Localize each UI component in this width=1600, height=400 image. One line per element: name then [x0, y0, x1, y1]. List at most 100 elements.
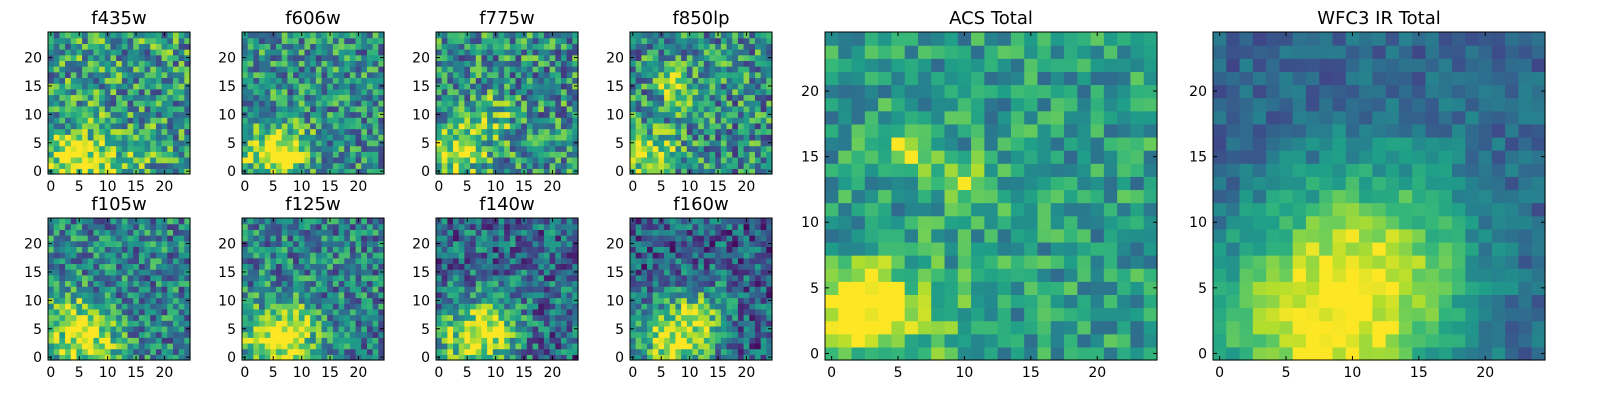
heatmap-cell [366, 223, 374, 230]
heatmap-cell [110, 325, 117, 333]
heatmap-cell [315, 128, 323, 135]
heatmap-cell [327, 60, 334, 67]
heatmap-cell [161, 240, 168, 247]
heatmap-cell [498, 246, 505, 253]
heatmap-cell [464, 348, 471, 355]
heatmap-cell [349, 325, 357, 333]
heatmap-cell [87, 83, 95, 90]
heatmap-cell [543, 162, 551, 169]
heatmap-cell [492, 66, 500, 73]
heatmap-cell [515, 274, 522, 282]
heatmap-cell [664, 314, 671, 321]
heatmap-cell [247, 83, 254, 90]
heatmap-cell [321, 145, 328, 152]
heatmap-cell [287, 54, 294, 61]
heatmap-cell [276, 128, 283, 135]
heatmap-cell [560, 122, 568, 130]
heatmap-cell [487, 331, 494, 338]
heatmap-cell [247, 303, 254, 310]
heatmap-cell [504, 66, 511, 73]
heatmap-cell [720, 77, 728, 84]
heatmap-cell [264, 43, 271, 50]
heatmap-cell [167, 246, 174, 253]
heatmap-cell [515, 111, 522, 118]
heatmap-cell [253, 263, 260, 270]
heatmap-cell [172, 66, 180, 73]
heatmap-cell [327, 342, 334, 350]
heatmap-cell [487, 280, 494, 287]
heatmap-cell [441, 54, 448, 61]
heatmap-cell [144, 342, 151, 350]
heatmap-cell [178, 337, 185, 344]
heatmap-cell [281, 105, 289, 113]
heatmap-cell [121, 37, 129, 44]
heatmap-cell [178, 297, 185, 304]
heatmap-cell [726, 337, 733, 344]
heatmap-cell [361, 303, 368, 310]
heatmap-cell [566, 128, 573, 135]
heatmap-cell [65, 348, 72, 355]
heatmap-cell [652, 49, 659, 56]
heatmap-cell [749, 314, 756, 321]
heatmap-cell [87, 246, 95, 253]
heatmap-cell [647, 66, 654, 73]
heatmap-cell [259, 297, 266, 304]
heatmap-cell [93, 156, 100, 164]
heatmap-cell [555, 105, 562, 113]
heatmap-cell [287, 128, 294, 135]
heatmap-cell [732, 43, 739, 50]
heatmap-cell [65, 139, 72, 147]
heatmap-cell [281, 320, 289, 327]
heatmap-cell [304, 54, 311, 61]
heatmap-cell [184, 151, 191, 158]
heatmap-cell [99, 320, 106, 327]
heatmap-cell [59, 314, 66, 321]
heatmap-cell [698, 94, 705, 101]
heatmap-cell [664, 280, 671, 287]
heatmap-cell [441, 43, 448, 50]
heatmap-cell [766, 331, 773, 338]
heatmap-cell [652, 66, 659, 73]
heatmap-cell [526, 252, 534, 259]
heatmap-cell [287, 77, 294, 84]
heatmap-cell [475, 314, 483, 321]
heatmap-cell [504, 94, 511, 101]
heatmap-cell [504, 337, 511, 344]
heatmap-cell [647, 43, 654, 50]
heatmap-cell [304, 122, 311, 130]
heatmap-cell [48, 71, 55, 79]
heatmap-cell [247, 342, 254, 350]
heatmap-cell [344, 71, 351, 79]
heatmap-cell [572, 229, 579, 236]
heatmap-cell [178, 32, 185, 39]
heatmap-cell [53, 286, 60, 293]
heatmap-cell [703, 303, 711, 310]
heatmap-cell [104, 337, 112, 344]
heatmap-cell [436, 348, 443, 355]
heatmap-cell [99, 337, 106, 344]
heatmap-cell [566, 246, 573, 253]
heatmap-cell [526, 297, 534, 304]
heatmap-cell [726, 348, 733, 355]
heatmap-cell [635, 100, 642, 107]
heatmap-cell [447, 297, 454, 304]
heatmap-cell [475, 83, 483, 90]
heatmap-cell [321, 111, 328, 118]
heatmap-cell [715, 66, 722, 73]
heatmap-cell [737, 111, 745, 118]
heatmap-cell [315, 122, 323, 130]
heatmap-cell [87, 274, 95, 282]
heatmap-cell [475, 252, 483, 259]
heatmap-cell [538, 122, 545, 130]
heatmap-cell [515, 286, 522, 293]
heatmap-cell [641, 54, 648, 61]
heatmap-cell [82, 314, 89, 321]
heatmap-cell [543, 325, 551, 333]
heatmap-cell [681, 32, 688, 39]
heatmap-cell [104, 71, 112, 79]
heatmap-cell [281, 71, 289, 79]
heatmap-cell [749, 37, 756, 44]
heatmap-cell [76, 117, 83, 124]
heatmap-cell [743, 49, 750, 56]
heatmap-cell [110, 337, 117, 344]
